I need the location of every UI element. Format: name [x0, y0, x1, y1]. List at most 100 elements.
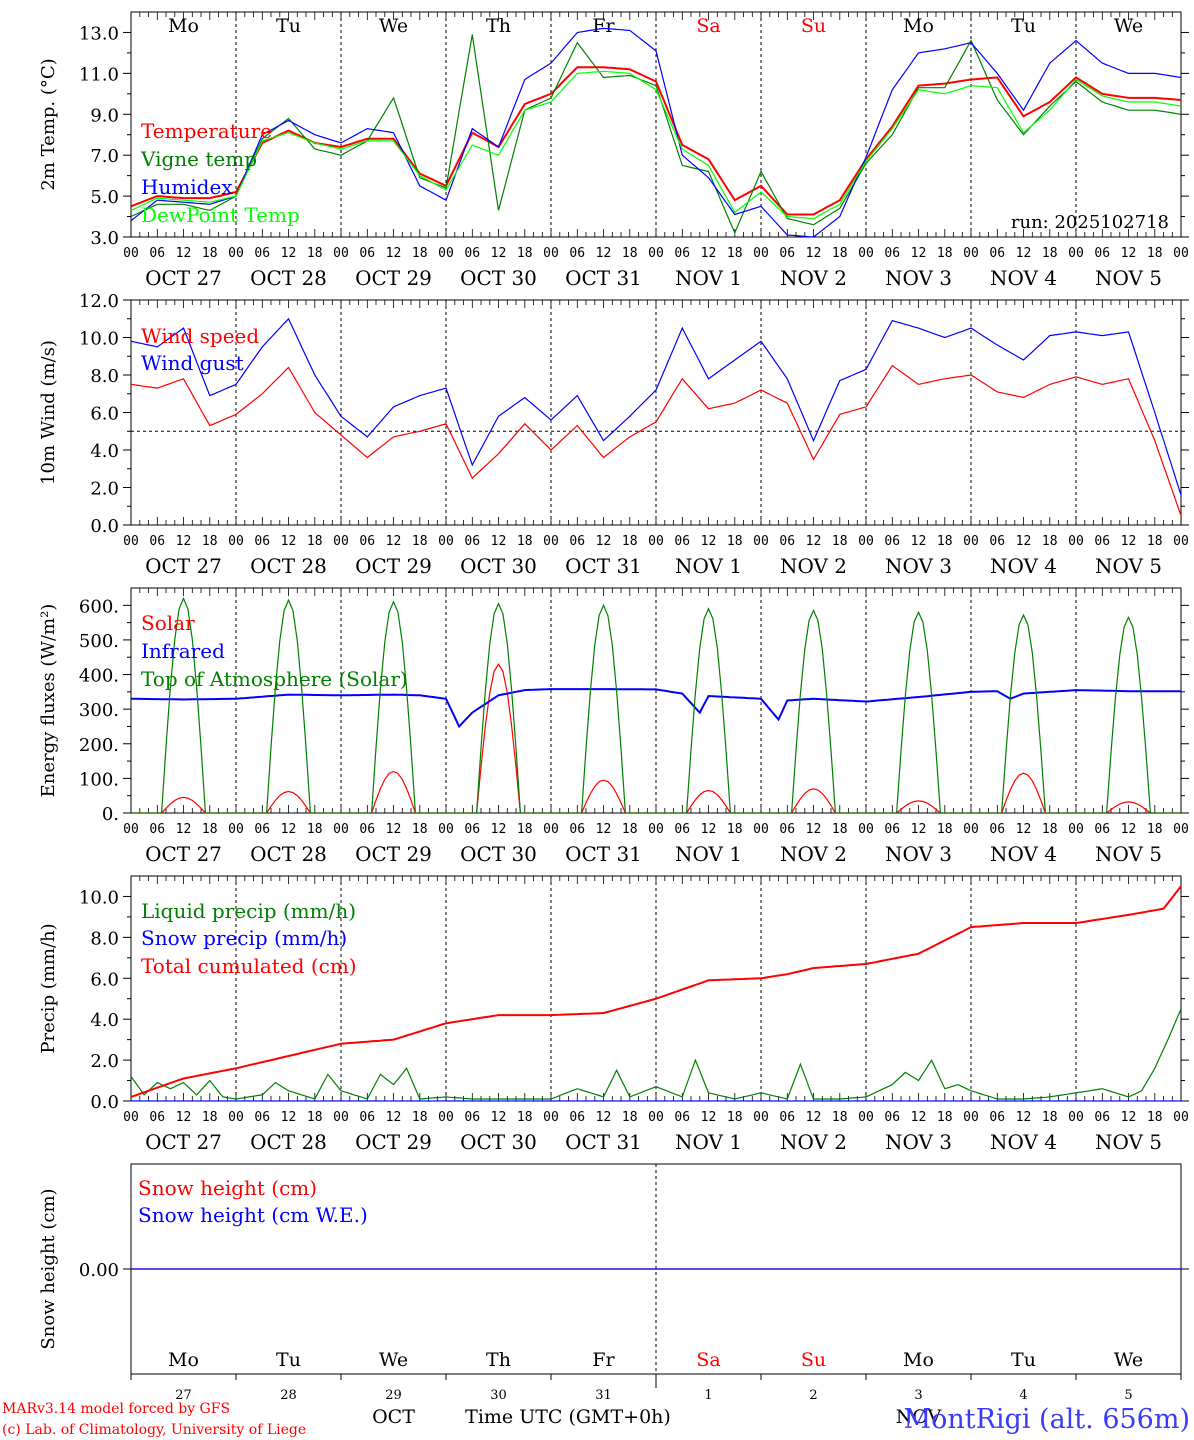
hour-tick-label: 00	[1068, 822, 1084, 837]
date-label: OCT 29	[355, 266, 432, 290]
hour-tick-label: 18	[832, 1110, 848, 1125]
date-label: OCT 28	[250, 1130, 327, 1154]
hour-tick-label: 06	[149, 246, 165, 261]
hour-tick-label: 00	[963, 534, 979, 549]
day-name-label: We	[379, 15, 408, 37]
hour-tick-label: 00	[753, 534, 769, 549]
hour-tick-label: 12	[596, 1110, 612, 1125]
date-label: NOV 1	[675, 554, 742, 578]
hour-tick-label: 12	[491, 246, 507, 261]
hour-tick-label: 00	[858, 246, 874, 261]
date-label: NOV 5	[1095, 266, 1162, 290]
hour-tick-label: 06	[149, 1110, 165, 1125]
panel-5: 0.00 Snow height (cm) Snow height (cm) Snow…	[38, 1163, 1189, 1375]
hour-tick-label: 06	[989, 1110, 1005, 1125]
hour-tick-label: 00	[648, 1110, 664, 1125]
legend-entry: Snow height (cm W.E.)	[138, 1203, 368, 1227]
date-label: NOV 3	[885, 842, 952, 866]
hour-tick-label: 18	[937, 534, 953, 549]
hour-tick-label: 12	[701, 822, 717, 837]
day-number-label: 30	[490, 1388, 507, 1403]
legend-entry: Wind gust	[141, 351, 244, 375]
hour-tick-label: 12	[1016, 534, 1032, 549]
y-axis-title: Precip (mm/h)	[38, 923, 59, 1053]
hour-tick-label: 12	[911, 822, 927, 837]
hour-tick-label: 18	[727, 822, 743, 837]
hour-tick-label: 18	[727, 534, 743, 549]
y-tick-label: 2.0	[90, 1051, 119, 1072]
date-label: NOV 2	[780, 266, 847, 290]
hour-tick-label: 06	[989, 246, 1005, 261]
y-tick-label: 400.	[79, 666, 119, 687]
hour-tick-label: 06	[359, 534, 375, 549]
hour-tick-label: 18	[307, 822, 323, 837]
hour-tick-label: 18	[517, 246, 533, 261]
hour-tick-label: 00	[963, 246, 979, 261]
hour-tick-label: 00	[648, 246, 664, 261]
hour-tick-label: 12	[176, 246, 192, 261]
hour-tick-label: 12	[176, 1110, 192, 1125]
day-number-label: 4	[1019, 1388, 1027, 1403]
hour-tick-label: 12	[1121, 1110, 1137, 1125]
hour-tick-label: 12	[281, 534, 297, 549]
series-line-wind-speed	[131, 364, 1181, 516]
date-label: OCT 31	[565, 1130, 642, 1154]
day-number-label: 28	[280, 1388, 297, 1403]
hour-tick-label: 00	[333, 534, 349, 549]
date-label: NOV 3	[885, 1130, 952, 1154]
hour-tick-label: 00	[753, 1110, 769, 1125]
legend-entry: Infrared	[141, 639, 225, 663]
hour-tick-label: 18	[937, 822, 953, 837]
x-minor-ticks	[130, 300, 1182, 525]
hour-tick-label: 12	[911, 246, 927, 261]
hour-tick-label: 18	[517, 1110, 533, 1125]
hour-tick-label: 00	[228, 246, 244, 261]
legend-entry: Vigne temp	[140, 147, 257, 171]
series-line-dewpoint-temp	[131, 70, 1181, 220]
y-tick-label: 500.	[79, 631, 119, 652]
hour-tick-label: 06	[569, 1110, 585, 1125]
day-name-label: Tu	[1011, 15, 1036, 37]
date-label: NOV 3	[885, 266, 952, 290]
hour-tick-label: 12	[386, 534, 402, 549]
hour-tick-label: 06	[1094, 246, 1110, 261]
hour-tick-label: 00	[333, 246, 349, 261]
panel-4: 0.0 2.0 4.0 6.0 8.0 10.0 Precip (mm/h) Liquid p…	[38, 875, 1189, 1154]
hour-tick-label: 18	[832, 822, 848, 837]
date-label: OCT 27	[145, 1130, 222, 1154]
hour-tick-label: 00	[963, 822, 979, 837]
y-tick-label: 8.0	[90, 366, 119, 387]
hour-tick-label: 18	[412, 246, 428, 261]
date-label: OCT 31	[565, 554, 642, 578]
hour-tick-label: 12	[491, 822, 507, 837]
hour-tick-label: 12	[806, 246, 822, 261]
hour-tick-label: 00	[228, 1110, 244, 1125]
x-axis-title: Time UTC (GMT+0h)	[465, 1406, 671, 1428]
y-tick-label: 5.0	[90, 187, 119, 208]
series-line-vigne-temp	[131, 34, 1181, 235]
hour-tick-label: 18	[307, 246, 323, 261]
y-tick-label: 8.0	[90, 928, 119, 949]
hour-tick-label: 18	[202, 1110, 218, 1125]
hour-tick-label: 00	[123, 246, 139, 261]
date-label: NOV 5	[1095, 842, 1162, 866]
hour-tick-label: 12	[701, 534, 717, 549]
x-minor-ticks	[130, 588, 1182, 813]
series-line-humidex	[131, 27, 1181, 237]
hour-tick-label: 06	[674, 534, 690, 549]
y-tick-label: 11.0	[79, 64, 119, 85]
hour-tick-label: 00	[438, 534, 454, 549]
date-label: NOV 3	[885, 554, 952, 578]
hour-tick-label: 00	[1068, 1110, 1084, 1125]
hour-tick-label: 06	[569, 822, 585, 837]
y-tick-label: 0.0	[90, 516, 119, 537]
hour-tick-label: 12	[701, 1110, 717, 1125]
date-label: OCT 30	[460, 1130, 537, 1154]
series-line-wind-gust	[131, 317, 1181, 496]
legend-entry: Snow precip (mm/h)	[141, 926, 347, 950]
series-line-total-cumulated-cm-	[131, 885, 1181, 1098]
y-tick-label: 4.0	[90, 441, 119, 462]
date-label: NOV 2	[780, 1130, 847, 1154]
date-label: OCT 31	[565, 266, 642, 290]
